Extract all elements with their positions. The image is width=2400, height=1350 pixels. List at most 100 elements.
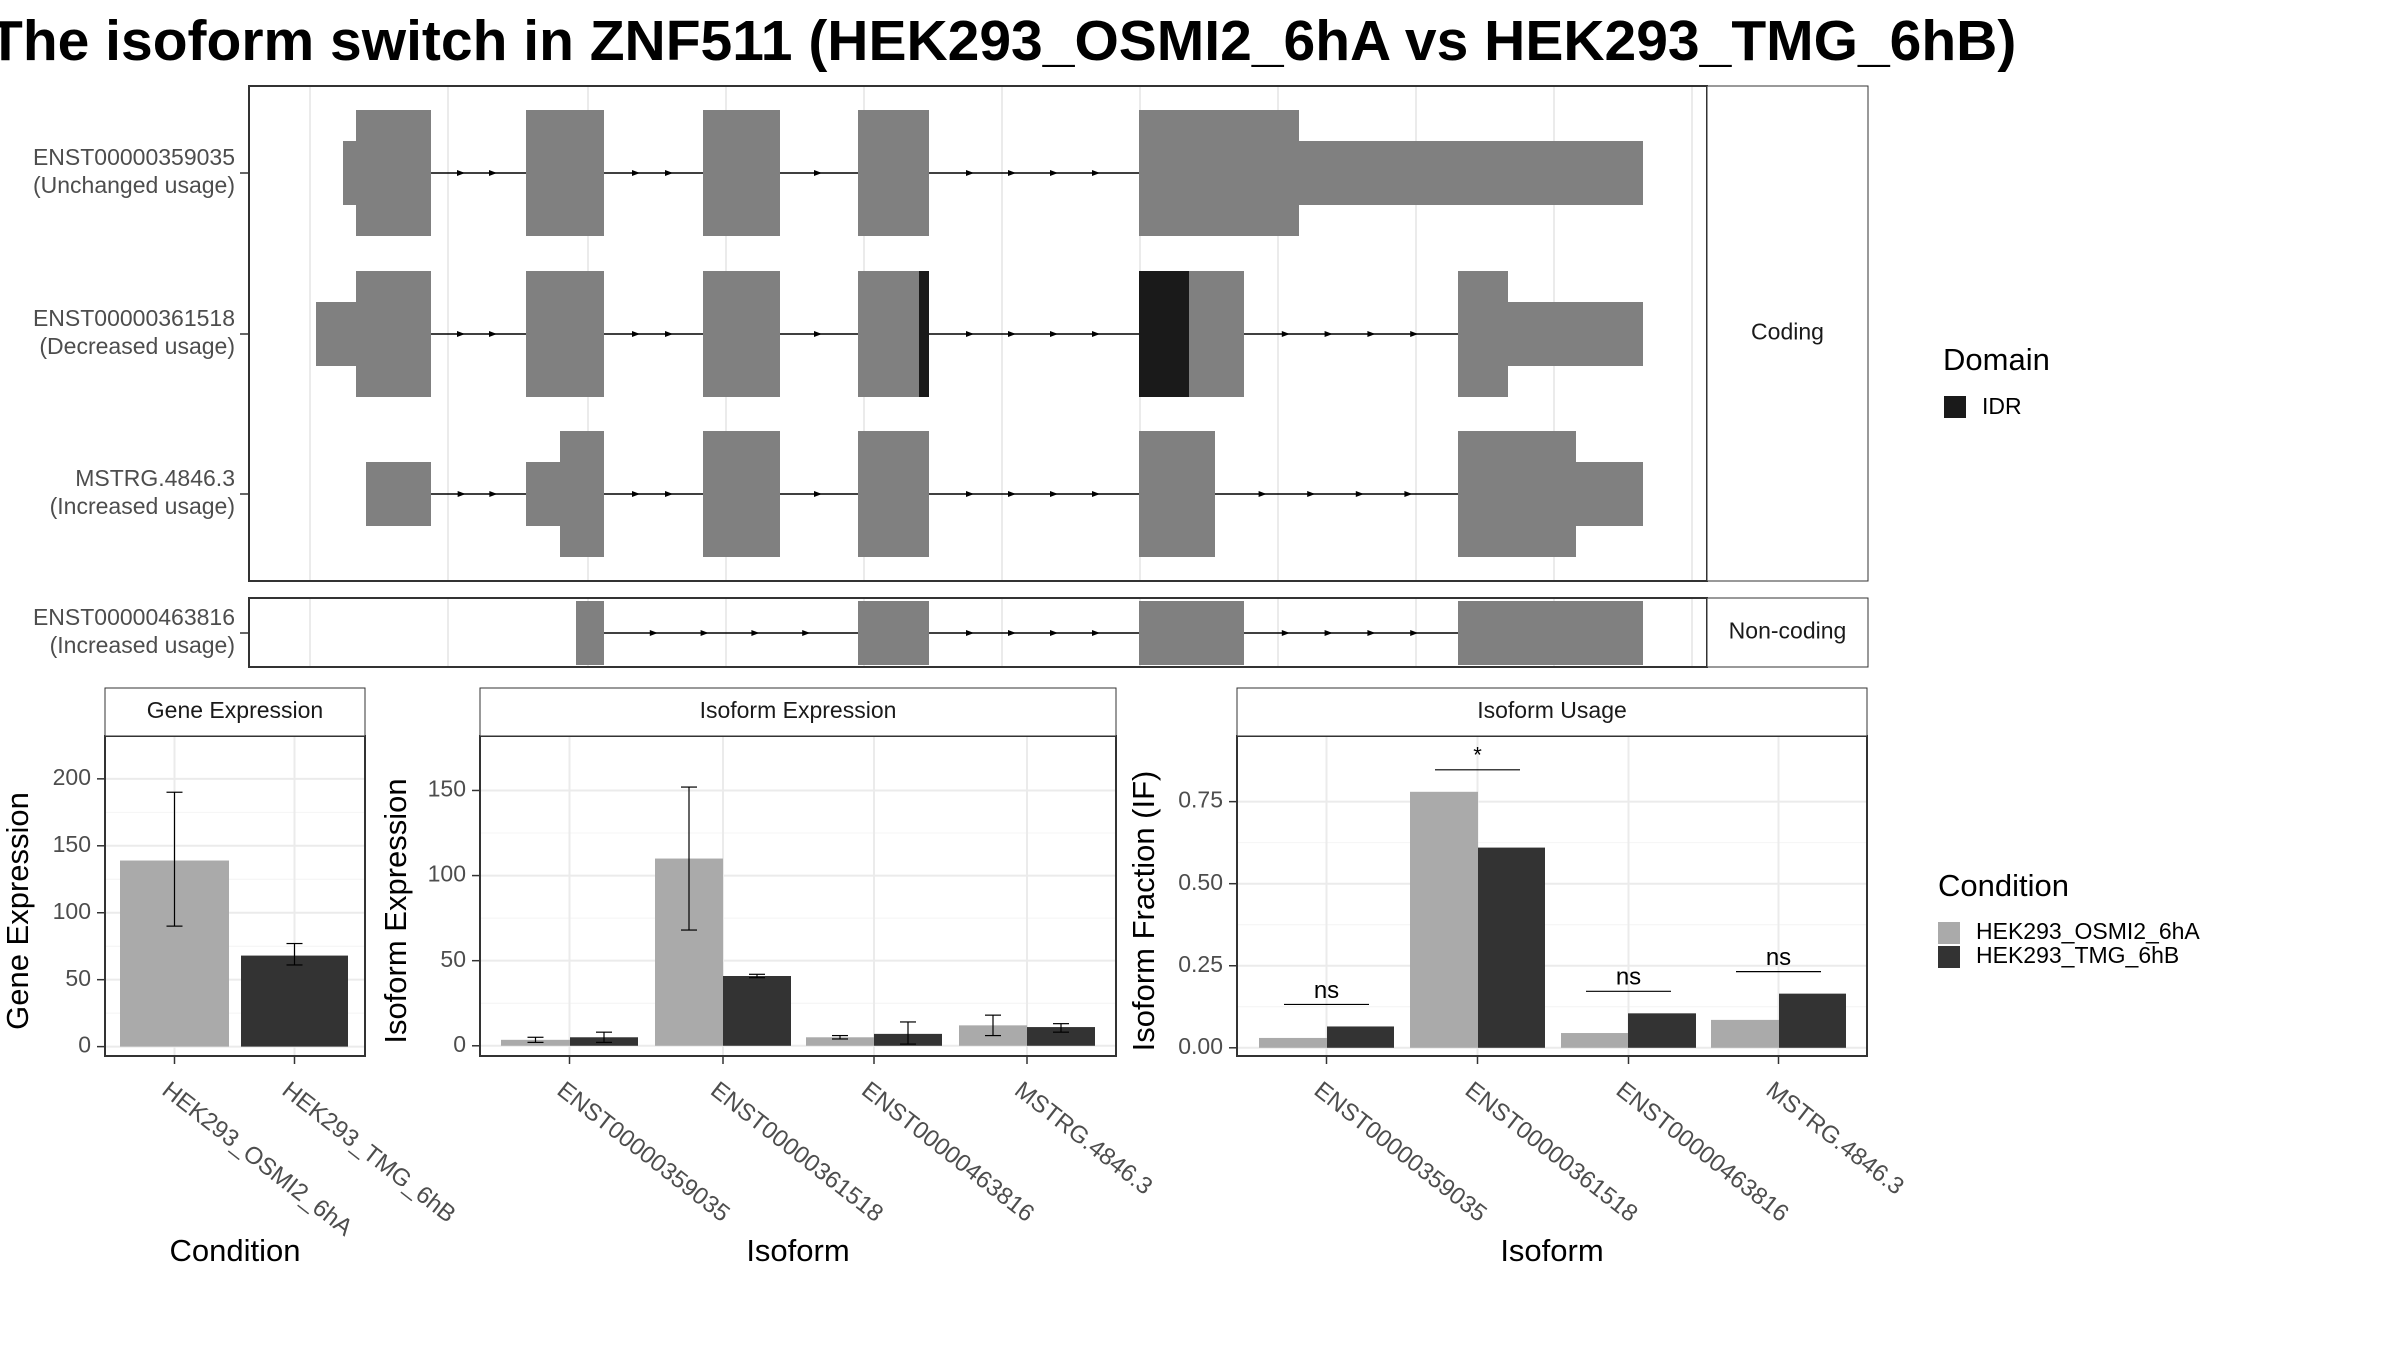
facet-strip <box>1236 687 1868 737</box>
bar <box>1410 791 1478 1048</box>
plot-bg <box>1237 736 1867 1056</box>
y-axis-title: Isoform Fraction (IF) <box>1126 771 1161 1052</box>
intron-arrow-icon <box>1281 630 1290 636</box>
facet-strip-label: Isoform Usage <box>1477 697 1627 723</box>
exon-block <box>1576 462 1643 526</box>
bar <box>1478 847 1545 1048</box>
exon-block <box>1189 271 1244 397</box>
y-tick-label: 0 <box>453 1031 466 1057</box>
bar <box>1327 1026 1394 1048</box>
intron-arrow-icon <box>1307 491 1316 497</box>
exon-block <box>1139 110 1299 236</box>
bar <box>1628 1013 1696 1048</box>
intron-arrow-icon <box>1410 331 1419 337</box>
exon-block <box>858 431 929 557</box>
exon-block <box>1139 601 1244 665</box>
condition-legend-label: HEK293_OSMI2_6hA <box>1976 918 2200 944</box>
exon-block <box>703 110 780 236</box>
intron-arrow-icon <box>1355 491 1364 497</box>
transcript-usage-label: (Unchanged usage) <box>33 172 235 198</box>
intron-arrow-icon <box>665 491 673 497</box>
x-tick-label: MSTRG.4846.3 <box>1761 1076 1909 1200</box>
transcript-usage-label: (Increased usage) <box>50 632 235 658</box>
bar <box>1561 1033 1628 1048</box>
idr-domain-block <box>1139 271 1189 397</box>
bar <box>1259 1037 1327 1048</box>
exon-block <box>366 462 431 526</box>
y-tick-label: 0.00 <box>1178 1033 1223 1059</box>
exon-block <box>1508 302 1643 366</box>
intron-arrow-icon <box>457 491 466 497</box>
exon-block <box>576 601 604 665</box>
facet-strip-label: Isoform Expression <box>700 697 897 723</box>
domain-legend-label: IDR <box>1982 393 2022 419</box>
intron-arrow-icon <box>489 170 497 176</box>
intron-arrow-icon <box>1258 491 1267 497</box>
transcript-id-label: ENST00000463816 <box>33 604 235 630</box>
intron-arrow-icon <box>1092 630 1100 636</box>
exon-block <box>343 141 356 205</box>
intron-arrow-icon <box>802 630 811 636</box>
intron-arrow-icon <box>665 170 673 176</box>
exon-block <box>1458 601 1643 665</box>
intron-arrow-icon <box>1050 630 1058 636</box>
y-tick-label: 100 <box>53 898 91 924</box>
intron-arrow-icon <box>966 170 974 176</box>
intron-arrow-icon <box>1092 491 1100 497</box>
transcript-id-label: MSTRG.4846.3 <box>75 465 235 491</box>
y-tick-label: 0.75 <box>1178 787 1223 813</box>
intron-arrow-icon <box>1008 491 1016 497</box>
exon-block <box>1458 271 1508 397</box>
intron-arrow-icon <box>1281 331 1290 337</box>
intron-arrow-icon <box>751 630 760 636</box>
intron-arrow-icon <box>1008 630 1016 636</box>
intron-arrow-icon <box>632 331 640 337</box>
intron-arrow-icon <box>489 491 498 497</box>
bar <box>1027 1027 1095 1046</box>
intron-arrow-icon <box>665 331 673 337</box>
idr-domain-block <box>919 271 929 397</box>
x-tick-label: HEK293_OSMI2_6hA <box>157 1076 358 1241</box>
y-axis-title: Gene Expression <box>0 792 35 1030</box>
intron-arrow-icon <box>1324 331 1333 337</box>
exon-block <box>858 110 929 236</box>
bar <box>1779 993 1846 1048</box>
intron-arrow-icon <box>649 630 658 636</box>
intron-arrow-icon <box>966 331 974 337</box>
significance-label: ns <box>1616 964 1641 991</box>
intron-arrow-icon <box>814 170 822 176</box>
intron-arrow-icon <box>1008 170 1016 176</box>
y-tick-label: 50 <box>65 965 91 991</box>
exon-block <box>1139 431 1215 557</box>
intron-arrow-icon <box>1050 491 1058 497</box>
y-tick-label: 50 <box>440 946 466 972</box>
exon-block <box>1299 141 1643 205</box>
intron-arrow-icon <box>1367 630 1376 636</box>
exon-block <box>526 271 604 397</box>
exon-block <box>703 271 780 397</box>
bar <box>241 955 348 1047</box>
x-axis-title: Isoform <box>746 1233 849 1268</box>
significance-label: * <box>1473 743 1482 768</box>
facet-strip <box>1706 85 1869 582</box>
intron-arrow-icon <box>1050 331 1058 337</box>
exon-block <box>356 110 431 236</box>
exon-block <box>858 601 929 665</box>
transcript-usage-label: (Decreased usage) <box>39 333 235 359</box>
intron-arrow-icon <box>457 331 465 337</box>
plot-bg <box>480 736 1116 1056</box>
y-tick-label: 0.50 <box>1178 869 1223 895</box>
exon-block <box>703 431 780 557</box>
exon-block <box>858 271 919 397</box>
bar <box>1711 1019 1779 1048</box>
exon-block <box>1458 431 1576 557</box>
intron-arrow-icon <box>632 170 640 176</box>
condition-legend-key <box>1938 946 1960 968</box>
intron-arrow-icon <box>814 331 822 337</box>
facet-strip <box>104 687 366 737</box>
domain-legend-key <box>1944 396 1966 418</box>
facet-strip-label: Non-coding <box>1729 618 1847 644</box>
x-tick-label: MSTRG.4846.3 <box>1009 1076 1157 1200</box>
facet-strip <box>1706 597 1869 668</box>
